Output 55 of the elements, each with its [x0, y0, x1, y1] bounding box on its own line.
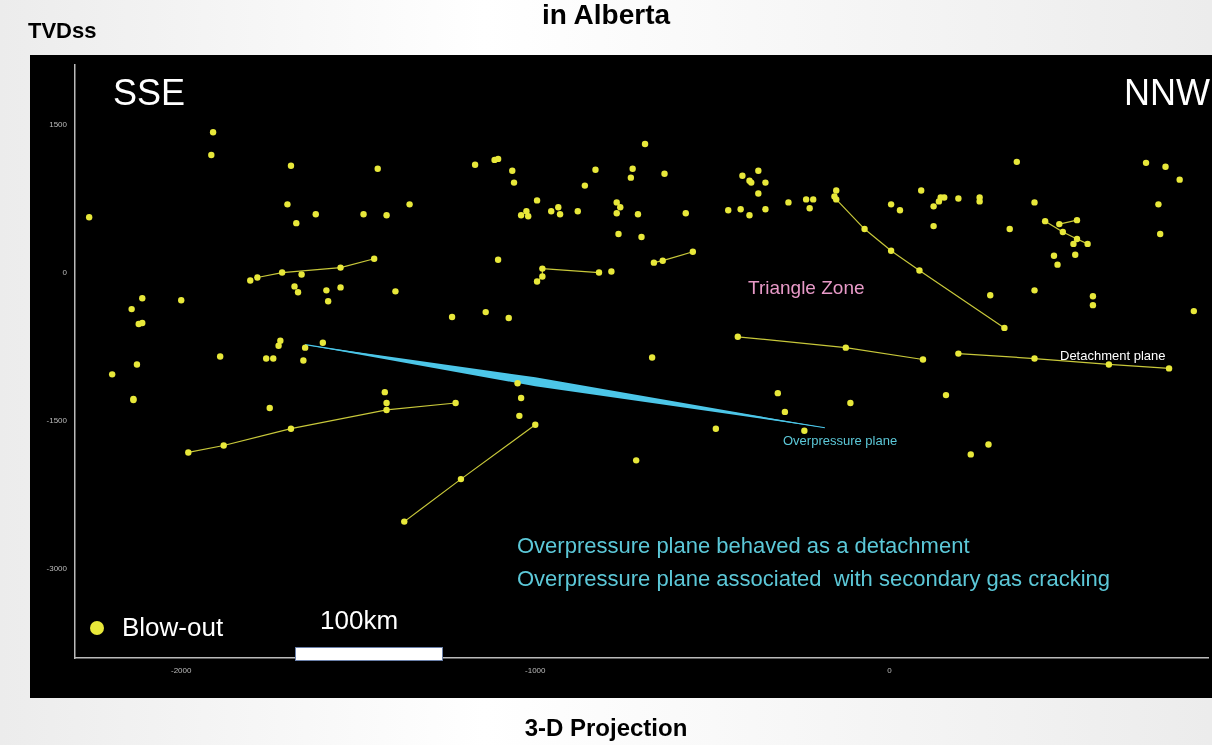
point — [383, 406, 390, 414]
point — [659, 257, 666, 264]
annotation: NNW — [1124, 72, 1211, 113]
point — [1073, 216, 1081, 224]
point — [533, 278, 541, 285]
point — [919, 356, 927, 363]
point — [220, 442, 227, 449]
y-tick-label: 1500 — [49, 119, 68, 129]
annotation: Overpressure plane — [783, 433, 898, 448]
annotation: Detachment plane — [1060, 348, 1166, 363]
y-axis-title: TVDss — [28, 18, 97, 44]
point — [1041, 217, 1049, 225]
y-tick-label: 0 — [62, 267, 68, 277]
point — [254, 274, 261, 281]
annotation: SSE — [113, 72, 186, 113]
point — [539, 273, 546, 280]
point — [1105, 361, 1113, 368]
point — [595, 269, 603, 276]
point — [457, 475, 465, 483]
point — [1059, 228, 1067, 236]
annotation: Triangle Zone — [748, 277, 865, 298]
point — [370, 255, 378, 262]
point — [452, 399, 459, 407]
point — [337, 264, 344, 271]
point — [1073, 235, 1081, 243]
chart-title: in Alberta — [541, 0, 671, 30]
x-tick-label: -1000 — [525, 666, 547, 675]
point — [287, 425, 295, 432]
point — [689, 248, 697, 255]
point — [1165, 365, 1173, 372]
point — [278, 269, 286, 276]
point — [539, 265, 546, 272]
x-tick-label: -2000 — [170, 666, 192, 675]
y-tick-label: -3000 — [46, 564, 68, 574]
x-axis-title: 3-D Projection — [523, 714, 689, 742]
y-tick-label: -1500 — [46, 416, 68, 425]
point — [861, 225, 868, 233]
point — [842, 344, 849, 351]
point — [734, 333, 742, 340]
annotation: 100km — [320, 605, 399, 635]
point — [887, 247, 895, 255]
point — [1084, 240, 1091, 248]
annotation: Overpressure plane associated with secondary gas cracking — [517, 566, 1111, 591]
point — [650, 259, 658, 266]
legend-label: Blow-out — [122, 612, 224, 643]
point — [532, 421, 539, 428]
annotation: Overpressure plane behaved as a detachment — [517, 533, 970, 558]
point — [185, 449, 192, 456]
x-tick-label: 0 — [887, 666, 893, 675]
point — [1001, 324, 1008, 332]
point — [1056, 220, 1063, 228]
point — [916, 267, 923, 274]
point — [1031, 355, 1038, 362]
point — [955, 350, 962, 357]
point — [401, 518, 408, 525]
